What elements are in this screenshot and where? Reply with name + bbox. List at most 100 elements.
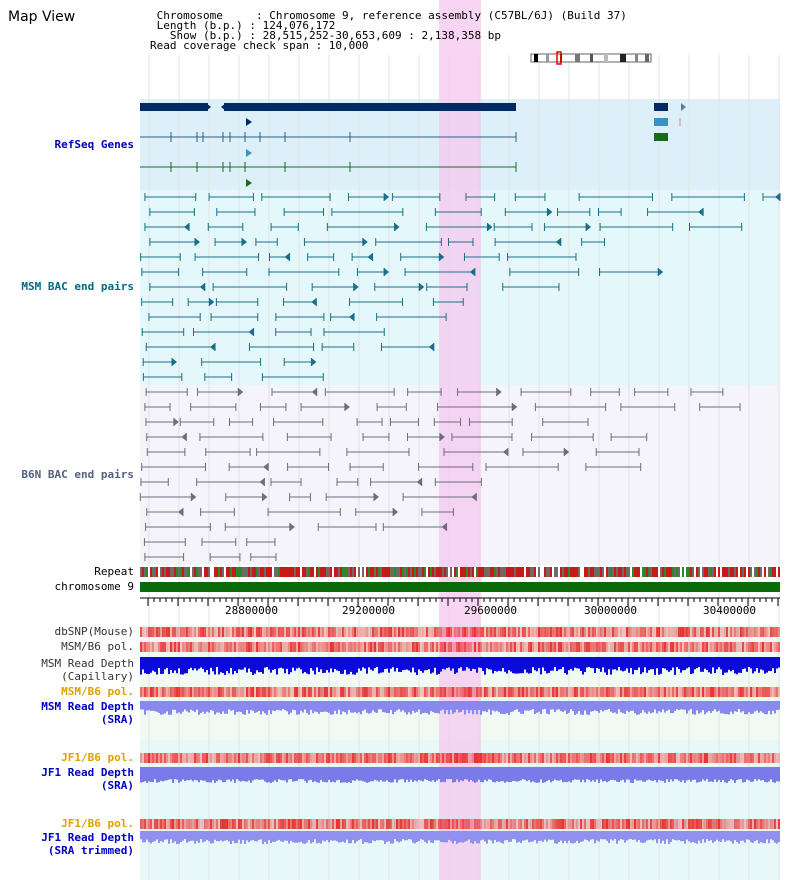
ideogram-band [575,54,580,62]
depth-bar [170,701,172,715]
depth-bar [242,701,244,715]
depth-bar [280,767,282,780]
heat-strip-cell [344,627,346,637]
depth-bar [470,831,472,843]
heat-strip-cell [630,627,632,637]
bac-arrow [353,283,359,291]
depth-bar [250,657,252,673]
track-label-dbsnp[interactable]: dbSNP(Mouse) [54,625,134,638]
heat-strip-cell [550,627,552,637]
heat-strip-cell [668,753,670,763]
track-label-msm-depth-sra[interactable]: MSM Read Depth [41,700,134,713]
depth-bar [658,767,660,780]
heat-strip-cell [634,627,636,637]
depth-bar [430,701,432,712]
depth-bar [494,701,496,712]
heat-strip-cell [632,819,634,829]
track-label-jf1-depth-trimmed[interactable]: JF1 Read Depth [41,831,134,844]
heat-strip-cell [150,753,152,763]
heat-strip-cell [466,627,468,637]
heat-strip-cell [766,687,768,697]
heat-strip-cell [552,642,554,652]
depth-bar [776,767,778,782]
track-label-msm-depth-capillary[interactable]: MSM Read Depth [41,657,134,670]
depth-bar [152,767,154,783]
heat-strip-cell [308,627,310,637]
track-label-msm-b6-pol[interactable]: MSM/B6 pol. [61,640,134,653]
heat-strip-cell [408,819,410,829]
track-label-jf1-b6-pol[interactable]: JF1/B6 pol. [61,751,134,764]
heat-strip-cell [268,687,270,697]
depth-bar [360,657,362,671]
heat-strip-cell [166,819,168,829]
depth-bar [270,657,272,673]
repeat-mark [660,567,662,577]
depth-bar [432,767,434,781]
depth-bar [144,701,146,715]
heat-strip-cell [508,627,510,637]
repeat-mark [436,567,438,577]
heat-strip-cell [232,687,234,697]
heat-strip-cell [172,687,174,697]
track-label-msm-b6-pol-2[interactable]: MSM/B6 pol. [61,685,134,698]
heat-strip-cell [196,819,198,829]
depth-bar [534,767,536,783]
track-label-jf1-depth[interactable]: JF1 Read Depth [41,766,134,779]
depth-bar [534,831,536,841]
depth-bar [734,831,736,841]
track-label-b6n-bac[interactable]: B6N BAC end pairs [21,468,134,481]
depth-bar [328,701,330,713]
depth-bar [752,767,754,782]
depth-bar [352,767,354,781]
depth-bar [338,767,340,780]
heat-strip-cell [220,819,222,829]
heat-strip-cell [528,753,530,763]
depth-bar [270,767,272,783]
heat-strip-cell [218,687,220,697]
depth-bar [634,767,636,780]
heat-strip-cell [538,642,540,652]
depth-bar [172,657,174,673]
depth-bar [732,831,734,844]
depth-bar [480,657,482,668]
depth-bar [708,767,710,782]
depth-bar [716,767,718,783]
heat-strip-cell [346,753,348,763]
depth-bar [222,831,224,842]
depth-bar [638,657,640,668]
heat-strip-cell [544,753,546,763]
repeat-mark [184,567,186,577]
depth-bar [494,831,496,840]
heat-strip-cell [324,819,326,829]
repeat-mark [610,567,612,577]
repeat-mark [632,567,634,577]
heat-strip-cell [776,753,778,763]
depth-bar [284,831,286,841]
heat-strip-cell [420,819,422,829]
depth-bar [756,657,758,668]
heat-strip-cell [724,627,726,637]
track-label-jf1-b6-pol-2[interactable]: JF1/B6 pol. [61,817,134,830]
track-label-msm-bac[interactable]: MSM BAC end pairs [21,280,134,293]
depth-bar [436,701,438,714]
bac-arrow [209,298,215,306]
heat-strip-cell [496,642,498,652]
depth-bar [158,767,160,783]
depth-bar [690,831,692,843]
depth-bar [314,831,316,840]
heat-strip-cell [752,627,754,637]
heat-strip-cell [668,642,670,652]
heat-strip-cell [404,819,406,829]
heat-strip-cell [326,753,328,763]
track-label-refseq[interactable]: RefSeq Genes [54,138,134,151]
depth-bar [142,767,144,783]
heat-strip-cell [140,642,142,652]
bac-arrow [775,193,780,201]
heat-strip-cell [642,627,644,637]
heat-strip-cell [538,819,540,829]
depth-bar [242,767,244,781]
heat-strip-cell [456,819,458,829]
heat-strip-cell [592,627,594,637]
depth-bar [778,767,780,782]
heat-strip-cell [778,753,780,763]
